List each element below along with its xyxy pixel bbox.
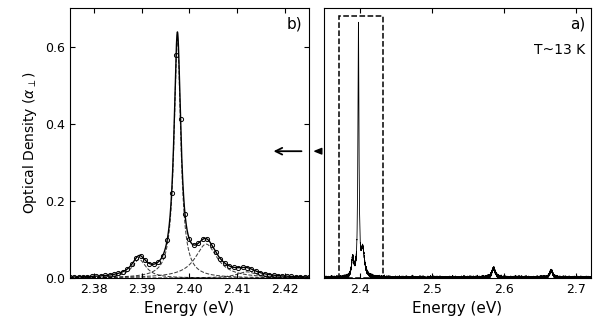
Y-axis label: Optical Density ($\alpha_{\perp}$): Optical Density ($\alpha_{\perp}$) [21,72,39,214]
Text: a): a) [570,16,585,31]
X-axis label: Energy (eV): Energy (eV) [144,301,235,316]
X-axis label: Energy (eV): Energy (eV) [413,301,502,316]
Bar [339,16,384,278]
Text: b): b) [286,16,302,31]
Text: T~13 K: T~13 K [534,43,585,57]
